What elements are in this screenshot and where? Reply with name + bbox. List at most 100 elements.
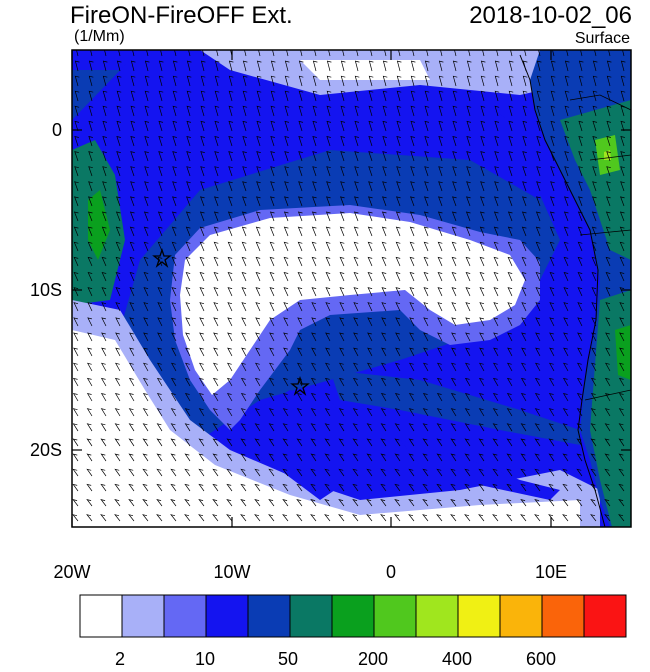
wind-barb — [493, 287, 499, 297]
wind-barb — [143, 211, 149, 222]
wind-barb — [466, 151, 471, 162]
wind-barb — [506, 438, 513, 447]
wind-barb — [606, 166, 611, 177]
wind-barb — [576, 423, 583, 432]
wind-barb — [493, 302, 499, 312]
wind-barb — [185, 317, 191, 327]
wind-barb — [354, 196, 359, 207]
wind-barb — [548, 438, 555, 447]
wind-barb — [563, 226, 569, 237]
wind-barb — [101, 241, 107, 252]
wind-barb — [198, 362, 205, 372]
wind-barb — [171, 332, 177, 342]
wind-barb — [408, 514, 415, 522]
wind-barb — [436, 423, 443, 432]
wind-barb — [508, 151, 513, 162]
wind-barb — [464, 408, 471, 417]
wind-barb — [340, 166, 345, 177]
wind-barb — [310, 438, 317, 447]
wind-barb — [422, 514, 429, 522]
wind-barb — [550, 90, 556, 102]
wind-barb — [311, 226, 317, 237]
wind-barb — [270, 60, 276, 72]
wind-barb — [268, 377, 275, 387]
wind-barb — [534, 514, 541, 522]
wind-barb — [576, 514, 583, 522]
wind-barb — [577, 211, 583, 222]
wind-barb — [100, 408, 107, 417]
wind-barb — [214, 166, 219, 177]
wind-barb — [144, 60, 150, 72]
wind-barb — [424, 105, 430, 117]
wind-barb — [114, 392, 121, 402]
wind-barb — [618, 438, 625, 447]
wind-barb — [563, 317, 569, 327]
wind-barb — [338, 408, 345, 417]
wind-barb — [284, 136, 289, 147]
wind-barb — [534, 408, 541, 417]
wind-barb — [240, 514, 247, 522]
wind-barb — [620, 136, 625, 147]
wind-barb — [522, 105, 528, 117]
wind-barb — [410, 181, 415, 192]
wind-barb — [562, 377, 569, 387]
wind-barb — [577, 347, 583, 357]
wind-barb — [324, 499, 331, 507]
wind-barb — [312, 105, 318, 117]
lat-tick-1: 10S — [29, 280, 62, 300]
wind-barb — [437, 211, 443, 222]
wind-barb — [268, 453, 275, 462]
wind-barb — [619, 332, 625, 342]
wind-barb — [618, 483, 625, 492]
wind-barb — [72, 499, 79, 507]
wind-barb — [298, 60, 304, 72]
wind-barb — [356, 50, 359, 57]
wind-barb — [171, 241, 177, 252]
wind-barb — [157, 271, 163, 282]
wind-barb — [242, 136, 247, 147]
wind-barb — [200, 60, 206, 72]
wind-barb — [142, 408, 149, 417]
wind-barb — [255, 347, 261, 357]
wind-barb — [227, 271, 233, 282]
wind-barb — [227, 287, 233, 297]
wind-barb — [605, 287, 611, 297]
wind-barb — [550, 166, 555, 177]
wind-barb — [608, 50, 611, 57]
wind-barb — [214, 120, 220, 132]
wind-barb — [340, 151, 345, 162]
wind-barb — [268, 483, 275, 492]
wind-barb — [367, 347, 373, 357]
wind-barb — [73, 256, 79, 267]
wind-barb — [185, 302, 191, 312]
wind-barb — [298, 75, 304, 87]
wind-barb — [396, 151, 401, 162]
wind-barb — [272, 50, 275, 57]
wind-barb — [423, 347, 429, 357]
wind-barb — [240, 483, 247, 492]
wind-barb — [129, 347, 135, 357]
wind-barb — [100, 377, 107, 387]
wind-barb — [171, 347, 177, 357]
wind-barb — [576, 468, 583, 477]
wind-barb — [73, 332, 79, 342]
wind-barb — [338, 514, 345, 522]
wind-barb — [228, 60, 234, 72]
wind-barb — [132, 50, 135, 57]
wind-barb — [464, 514, 471, 522]
wind-barb — [367, 271, 373, 282]
wind-barb — [492, 377, 499, 387]
wind-barb — [590, 483, 597, 492]
wind-barb — [578, 196, 583, 207]
wind-barb — [548, 362, 555, 372]
wind-barb — [128, 377, 135, 387]
wind-barb — [437, 302, 443, 312]
wind-barb — [254, 483, 261, 492]
wind-barb — [325, 226, 331, 237]
wind-barb — [395, 256, 401, 267]
wind-barb — [325, 347, 331, 357]
wind-barb — [296, 438, 303, 447]
wind-barb — [325, 332, 331, 342]
wind-barb — [269, 241, 275, 252]
